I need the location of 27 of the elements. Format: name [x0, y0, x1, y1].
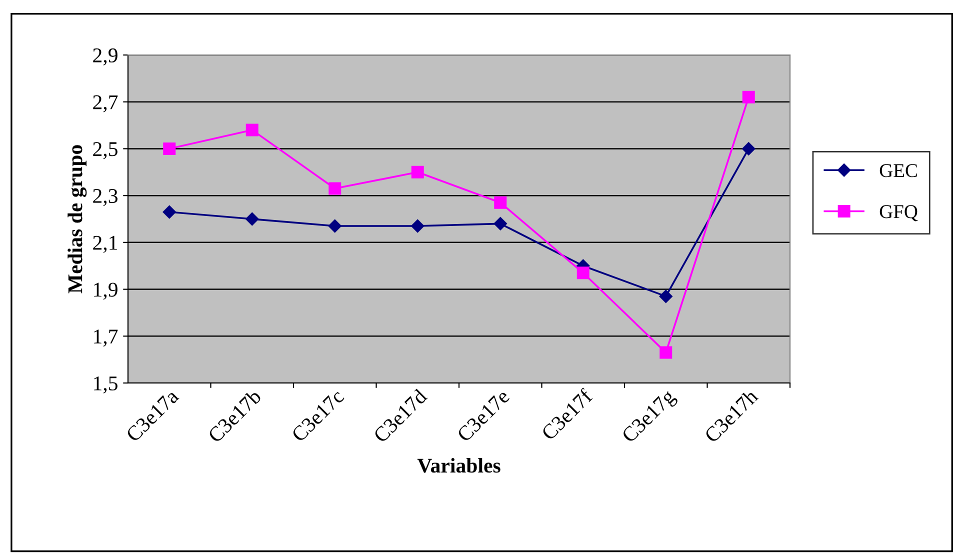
y-tick-label: 2,9 [93, 48, 118, 66]
point [162, 205, 176, 219]
y-tick-label: 2,5 [93, 142, 118, 160]
y-tick-label: 1,7 [94, 330, 118, 347]
point [328, 182, 342, 195]
point [163, 142, 176, 155]
y-tick-label: 1,5 [94, 376, 118, 394]
point [660, 346, 672, 359]
point [494, 217, 507, 230]
legend-label: GEC [880, 164, 917, 178]
point [328, 219, 342, 233]
y-tick-label: 2,7 [93, 95, 118, 112]
x-axis-title: Variables [417, 458, 500, 473]
point [742, 90, 755, 104]
y-tick-label: 2,3 [93, 189, 118, 206]
point [742, 142, 756, 156]
point [411, 166, 424, 178]
point [411, 219, 424, 233]
point [576, 266, 590, 280]
y-tick-label: 1,9 [94, 282, 118, 300]
point [246, 212, 259, 226]
y-axis-title: Medias de grupo [68, 145, 87, 294]
y-tick-label: 2,1 [93, 236, 118, 253]
point [659, 290, 672, 303]
legend-label: GFQ [880, 205, 918, 222]
point [246, 124, 258, 136]
point [494, 196, 507, 209]
